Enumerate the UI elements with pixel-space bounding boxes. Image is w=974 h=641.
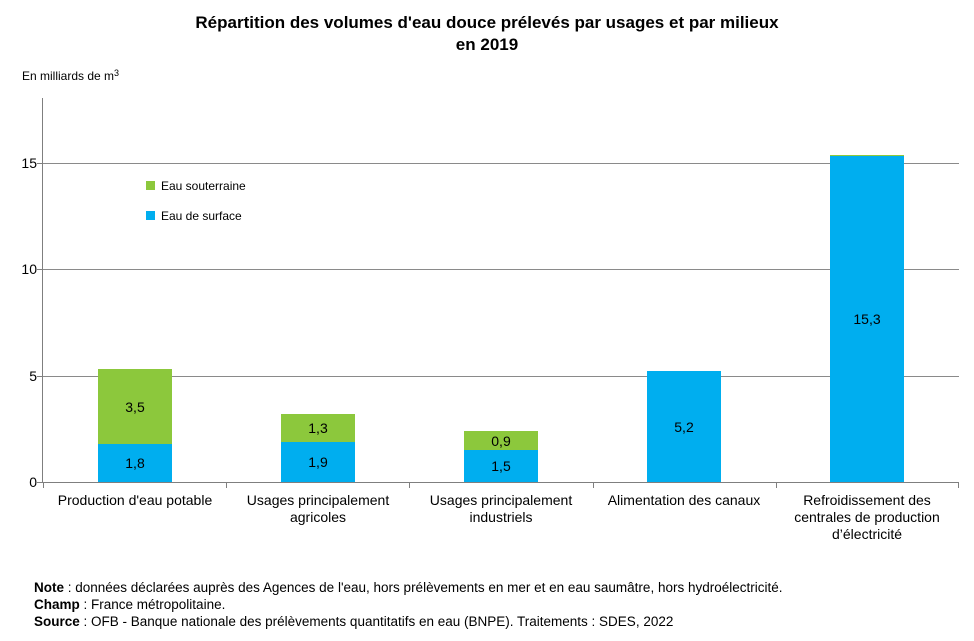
bar-segment-eau-souterraine [830,155,904,156]
footer-champ-line: Champ : France métropolitaine. [34,596,783,613]
y-axis-tick-label: 10 [21,261,37,277]
bar-segment-eau-de-surface [647,371,721,482]
unit-label: En milliards de m3 [22,68,120,83]
category-label: Production d'eau potable [57,492,213,508]
legend-swatch-eau-souterraine [146,181,155,190]
legend: Eau souterraine Eau de surface [146,178,246,238]
footer-champ-label: Champ [34,597,80,612]
bar-value-label: 15,3 [853,311,881,327]
unit-text: En milliards de m [22,69,115,83]
bar-value-label: 1,8 [125,455,145,471]
bar-value-label: 1,3 [308,420,328,436]
bar-value-label: 1,9 [308,454,328,470]
bar-segment-eau-de-surface [464,450,538,482]
footer-source-text: : OFB - Banque nationale des prélèvement… [79,614,674,629]
category-label: Alimentation des canaux [607,492,761,508]
gridline-5 [43,376,959,377]
x-axis [42,482,959,483]
bar-segment-eau-de-surface [830,156,904,482]
legend-label: Eau de surface [161,208,242,223]
footer-source-line: Source : OFB - Banque nationale des prél… [34,613,783,630]
bar-segment-eau-de-surface [98,444,172,482]
footer-note-text: : données déclarées auprès des Agences d… [64,580,783,595]
x-axis-tick [593,483,594,488]
x-axis-tick [958,483,959,488]
y-axis-tick [37,482,42,483]
footer-notes: Note : données déclarées auprès des Agen… [34,579,783,630]
bar-segment-eau-souterraine [281,414,355,442]
gridline-15 [43,163,959,164]
y-axis-tick [37,376,42,377]
y-axis-tick [37,269,42,270]
unit-superscript: 3 [114,68,120,78]
y-axis-tick [37,163,42,164]
y-axis-tick-label: 5 [29,368,37,384]
chart-title: Répartition des volumes d'eau douce prél… [195,13,779,54]
y-axis-tick-label: 15 [21,155,37,171]
x-axis-tick [43,483,44,488]
footer-note-line: Note : données déclarées auprès des Agen… [34,579,783,596]
footer-note-label: Note [34,580,64,595]
category-label: Refroidissement des centrales de product… [794,492,940,542]
gridline-10 [43,269,959,270]
bar-segment-eau-souterraine [464,431,538,450]
bar-value-label: 5,2 [674,419,694,435]
legend-swatch-eau-de-surface [146,211,155,220]
y-axis [42,98,43,483]
bar-value-label: 0,9 [491,433,511,449]
x-axis-tick [776,483,777,488]
bar-value-label: 3,5 [125,399,145,415]
footer-champ-text: : France métropolitaine. [79,597,226,612]
x-axis-tick [409,483,410,488]
bar-segment-eau-souterraine [98,369,172,444]
category-label: Usages principalement industriels [429,492,573,525]
x-axis-tick [226,483,227,488]
bar-segment-eau-de-surface [281,442,355,482]
y-axis-tick-label: 0 [29,474,37,490]
legend-item-eau-souterraine: Eau souterraine [146,178,246,193]
category-label: Usages principalement agricoles [246,492,390,525]
legend-item-eau-de-surface: Eau de surface [146,208,246,223]
legend-label: Eau souterraine [161,178,246,193]
footer-source-label: Source [34,614,80,629]
bar-value-label: 1,5 [491,458,511,474]
